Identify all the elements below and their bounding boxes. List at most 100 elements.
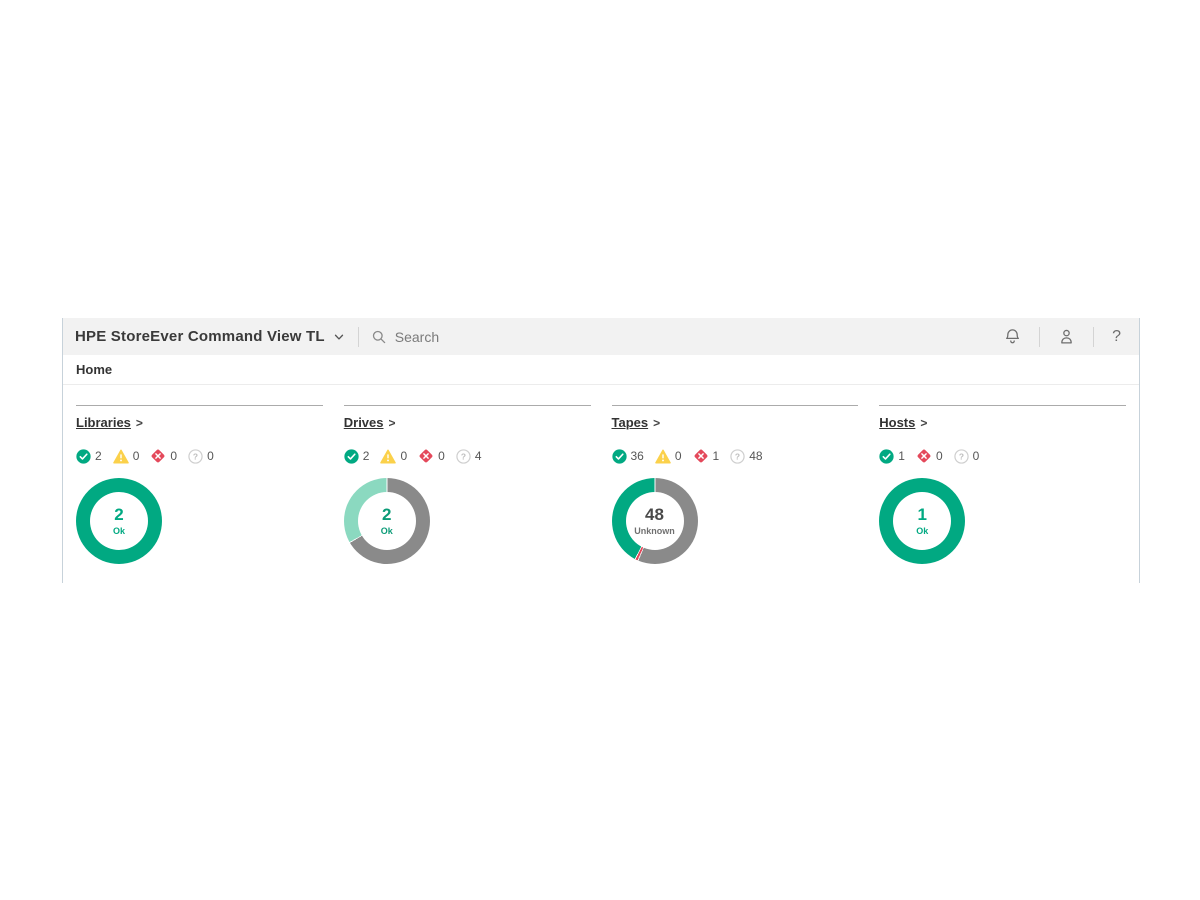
status-count: 0 (132, 449, 140, 463)
notifications-button[interactable] (998, 326, 1027, 347)
ok-icon (611, 448, 627, 464)
panel-tapes: Tapes > 36 0 1? 48 48 Unknown (611, 405, 859, 564)
panel-arrow: > (135, 415, 143, 430)
status-unknown: ? 48 (730, 448, 763, 464)
donut-value: 1 (917, 505, 927, 525)
panel-arrow: > (388, 415, 396, 430)
status-count: 36 (630, 449, 644, 463)
donut-value: 2 (114, 505, 124, 525)
donut-label: Ok (916, 525, 929, 536)
hosts-link[interactable]: Hosts (879, 415, 916, 430)
donut-ring (343, 478, 430, 564)
bell-icon (1004, 328, 1021, 345)
status-warning: 0 (112, 449, 140, 464)
user-icon (1058, 328, 1075, 345)
status-count: 0 (972, 449, 980, 463)
status-unknown: ? 0 (953, 448, 980, 464)
status-count: 1 (898, 449, 905, 463)
unknown-icon: ? (456, 448, 471, 464)
donut-label: Ok (380, 525, 393, 536)
divider (1039, 326, 1041, 347)
breadcrumb-home[interactable]: Home (76, 362, 113, 377)
unknown-icon: ? (730, 448, 745, 464)
panel-libraries: Libraries > 2 0 0? 0 2 Ok (76, 405, 323, 564)
donut-label: Ok (112, 525, 125, 536)
chevron-down-icon (332, 330, 346, 344)
status-count: 2 (362, 449, 370, 463)
status-count: 0 (674, 449, 682, 463)
status-error: 0 (150, 448, 177, 464)
search-icon (371, 329, 387, 345)
donut-value: 48 (645, 505, 664, 525)
unknown-icon: ? (188, 448, 203, 464)
top-bar: HPE StoreEver Command View TL (63, 318, 1139, 355)
panel-drives: Drives > 2 0 0? 4 2 Ok (343, 405, 591, 564)
app-title: HPE StoreEver Command View TL (75, 328, 325, 345)
status-ok: 1 (879, 448, 905, 464)
search-input[interactable] (394, 328, 695, 345)
hosts-donut-chart: 1 Ok (879, 478, 966, 564)
status-ok: 2 (344, 448, 370, 464)
status-unknown: ? 4 (456, 448, 482, 464)
libraries-link[interactable]: Libraries (76, 415, 131, 430)
status-count: 0 (400, 449, 408, 463)
search-box (371, 328, 998, 345)
status-row: 2 0 0? 0 (76, 448, 323, 464)
status-count: 0 (170, 449, 178, 463)
dashboard-content: Libraries > 2 0 0? 0 2 Ok Drives > (63, 385, 1139, 564)
donut-ring (611, 478, 698, 564)
error-icon (150, 448, 166, 464)
unknown-icon: ? (953, 448, 969, 464)
warning-icon (655, 449, 671, 464)
divider (1093, 326, 1095, 347)
drives-link[interactable]: Drives (343, 415, 384, 430)
warning-icon (112, 449, 129, 464)
error-icon (693, 448, 709, 464)
status-row: 1 0? 0 (879, 448, 1126, 464)
tapes-link[interactable]: Tapes (611, 415, 649, 430)
donut-ring (76, 478, 162, 564)
topbar-actions: ? (998, 326, 1127, 347)
status-count: 48 (749, 449, 763, 463)
status-count: 2 (95, 449, 102, 463)
panel-hosts: Hosts > 1 0? 0 1 Ok (879, 405, 1126, 564)
app-window: HPE StoreEver Command View TL (62, 318, 1140, 583)
status-unknown: ? 0 (188, 448, 214, 464)
status-count: 0 (935, 449, 943, 463)
status-error: 0 (916, 448, 943, 464)
status-count: 4 (474, 449, 482, 463)
status-count: 1 (712, 449, 720, 463)
status-row: 2 0 0? 4 (344, 448, 591, 464)
status-warning: 0 (380, 449, 407, 464)
error-icon (916, 448, 932, 464)
svg-text:?: ? (735, 451, 740, 461)
panel-arrow: > (653, 415, 661, 430)
help-button[interactable]: ? (1106, 327, 1127, 347)
user-button[interactable] (1052, 326, 1081, 347)
panel-grid: Libraries > 2 0 0? 0 2 Ok Drives > (76, 405, 1126, 564)
status-error: 1 (693, 448, 720, 464)
status-count: 0 (207, 449, 214, 463)
status-count: 0 (438, 449, 445, 463)
help-icon: ? (1112, 327, 1121, 345)
breadcrumb-bar: Home (63, 355, 1139, 385)
app-title-dropdown[interactable]: HPE StoreEver Command View TL (75, 328, 346, 345)
libraries-donut-chart: 2 Ok (76, 478, 162, 564)
error-icon (418, 448, 434, 464)
status-warning: 0 (655, 449, 682, 464)
drives-donut-chart: 2 Ok (343, 478, 430, 564)
warning-icon (380, 449, 397, 464)
divider (357, 326, 359, 347)
ok-icon (76, 448, 91, 464)
svg-text:?: ? (959, 451, 964, 461)
ok-icon (879, 448, 894, 464)
tapes-donut-chart: 48 Unknown (611, 478, 698, 564)
status-ok: 36 (611, 448, 644, 464)
ok-icon (344, 448, 359, 464)
svg-text:?: ? (193, 451, 198, 461)
donut-value: 2 (382, 505, 392, 525)
status-ok: 2 (76, 448, 102, 464)
status-error: 0 (418, 448, 445, 464)
donut-label: Unknown (634, 525, 675, 536)
panel-arrow: > (920, 415, 928, 430)
